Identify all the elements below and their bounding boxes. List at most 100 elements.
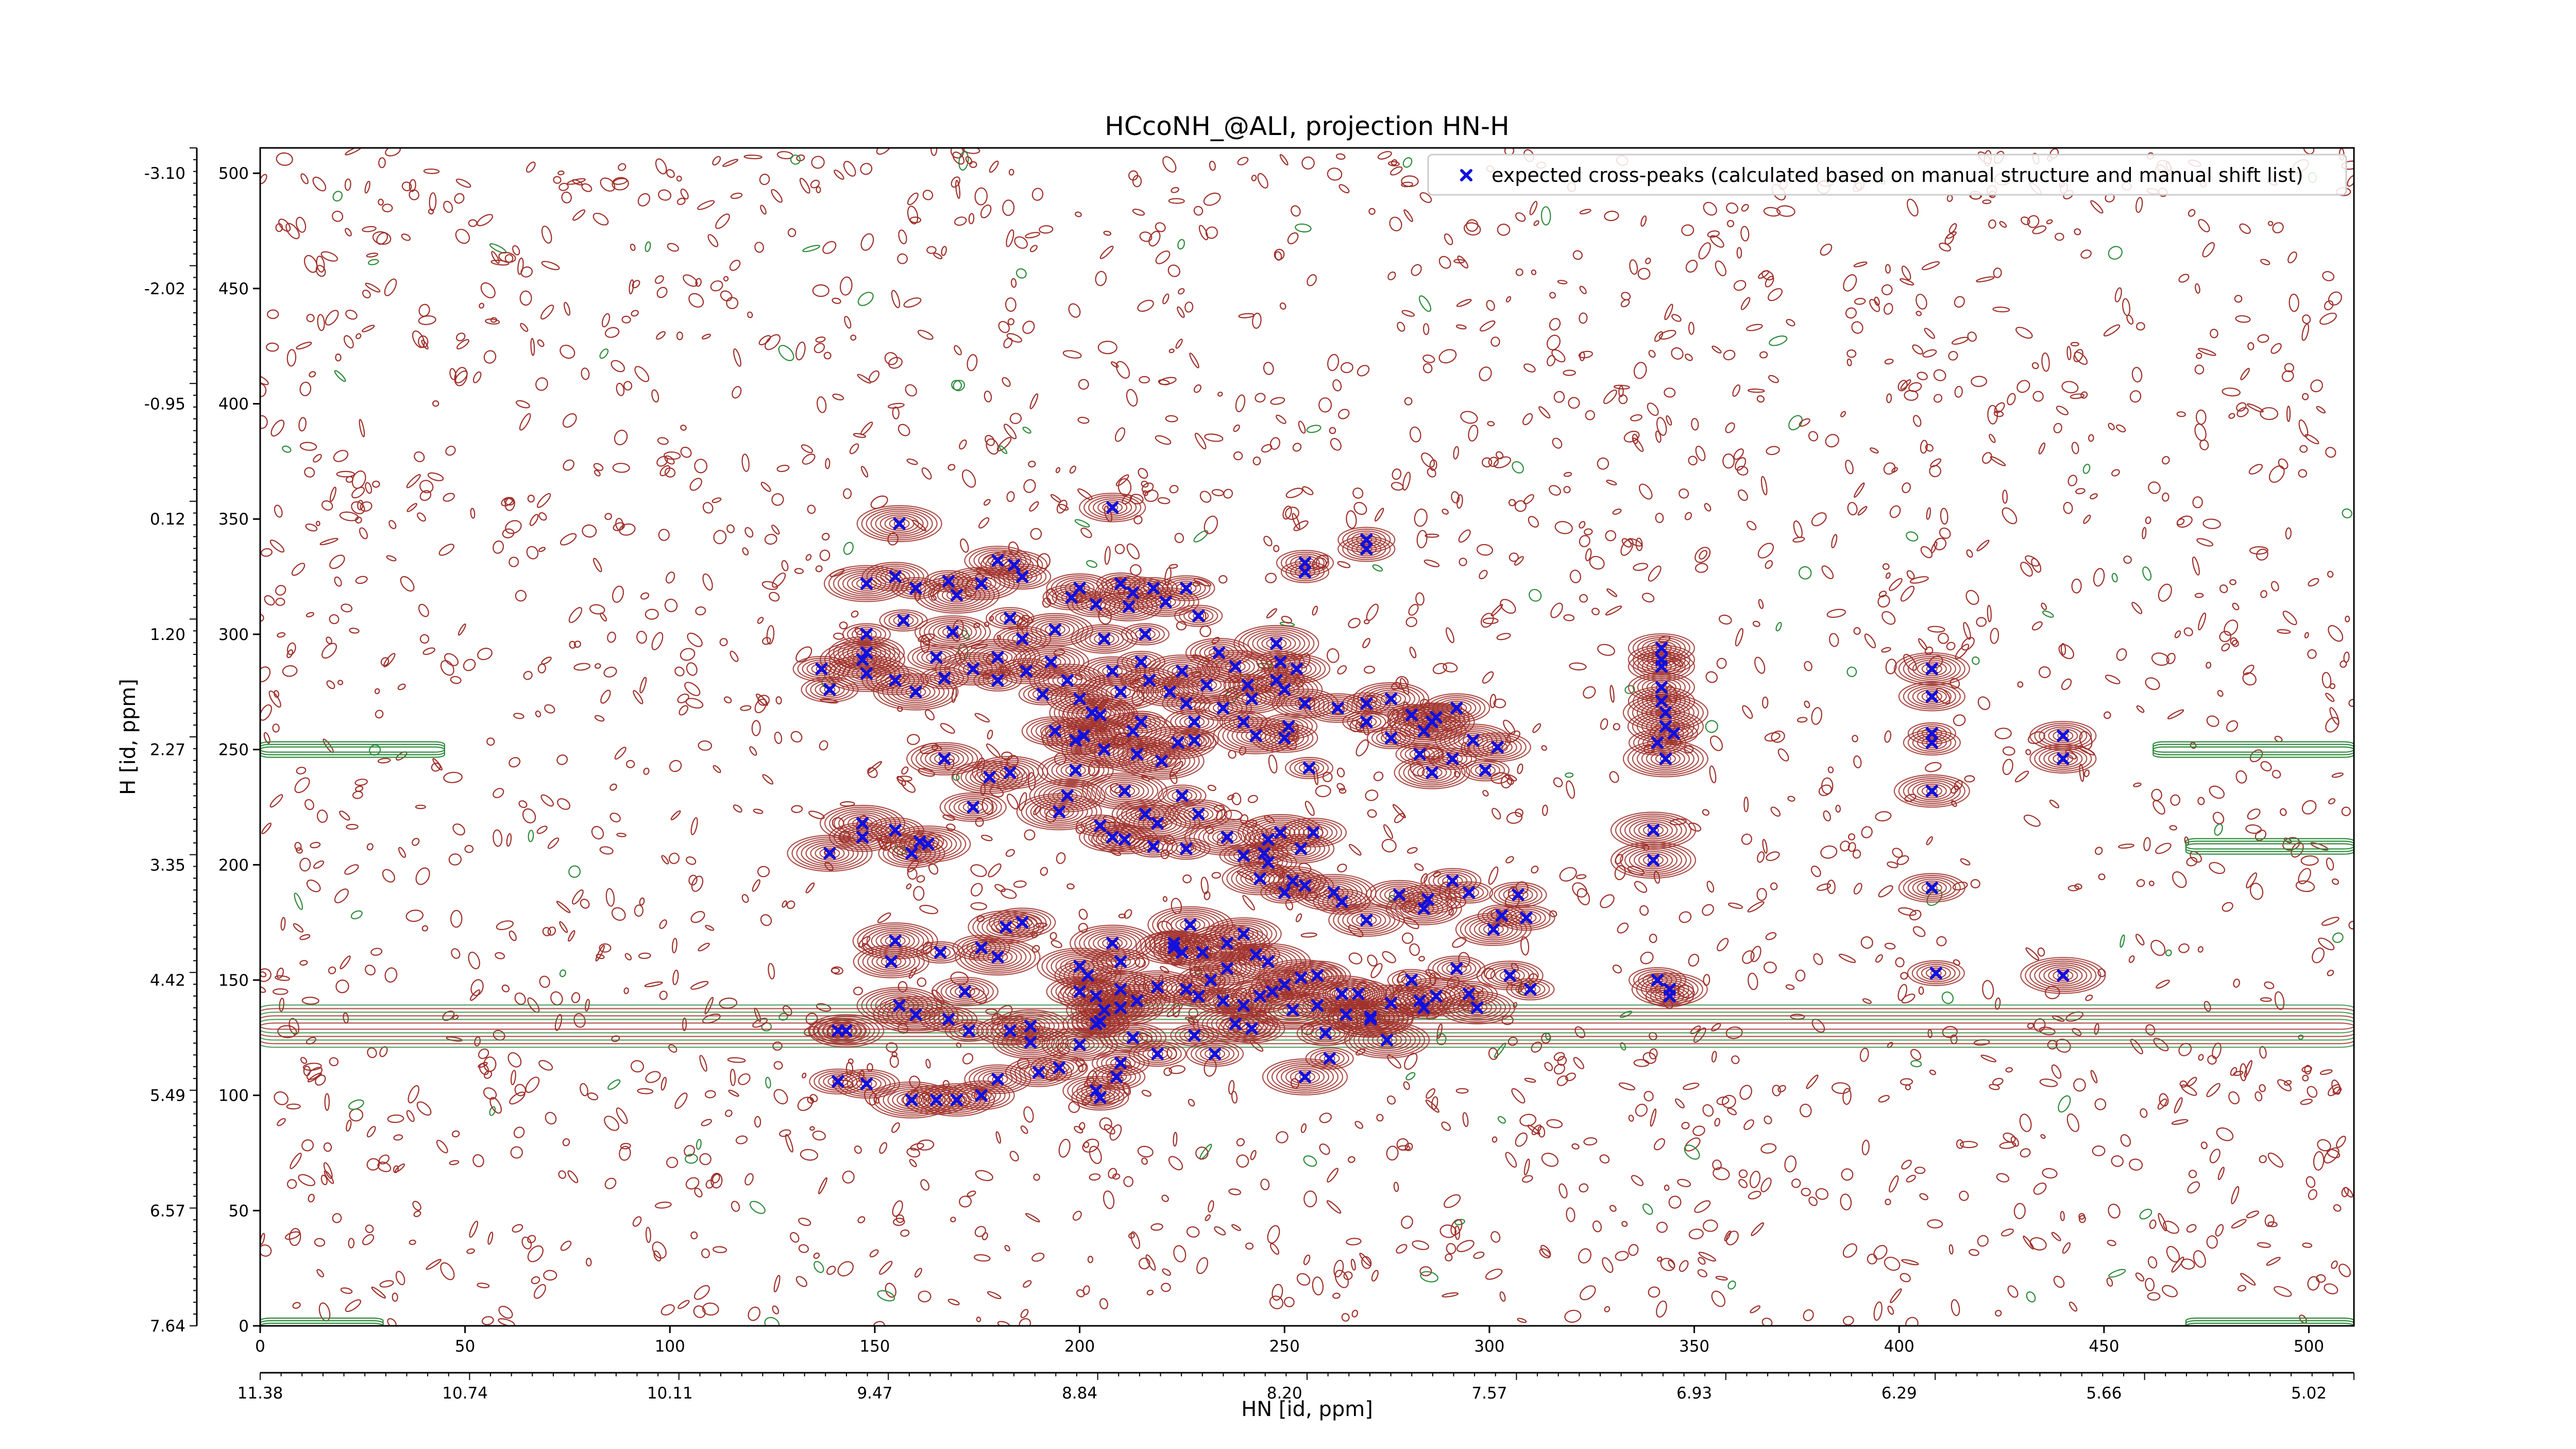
peak-contour [1917, 661, 1947, 677]
peak-contour [887, 679, 945, 705]
peak-contour [978, 648, 1018, 667]
noise-contour [1326, 1200, 1342, 1214]
noise-contour [376, 232, 388, 245]
peak-contour [1042, 755, 1109, 785]
noise-contour [907, 734, 920, 745]
peak-contour [1641, 747, 1690, 770]
noise-contour [406, 474, 421, 488]
noise-contour [1762, 838, 1768, 854]
noise-contour [2240, 367, 2250, 380]
peak-marker [1929, 967, 1942, 980]
peak-contour [824, 686, 836, 694]
y-tick-label: 400 [218, 395, 249, 414]
noise-contour [520, 323, 529, 332]
noise-contour [326, 680, 335, 689]
noise-contour [1951, 336, 1969, 345]
noise-contour [1645, 258, 1651, 264]
peak-contour [973, 946, 1022, 968]
peak-contour [1336, 898, 1348, 906]
noise-contour [1529, 588, 1542, 602]
peak-contour [1211, 655, 1260, 678]
peak-contour [1907, 877, 1956, 899]
noise-contour [612, 585, 624, 603]
noise-contour [1306, 425, 1321, 433]
noise-contour [1089, 1173, 1101, 1181]
peak-marker [1073, 960, 1086, 973]
peak-contour [951, 761, 1028, 794]
noise-contour [354, 779, 368, 786]
noise-contour [1193, 384, 1201, 393]
noise-contour [1840, 411, 1846, 417]
peak-contour [1921, 785, 1942, 797]
peak-contour [1079, 928, 1146, 958]
peak-contour [964, 1064, 1031, 1094]
noise-contour [1514, 500, 1527, 512]
noise-contour [1853, 755, 1862, 769]
noise-contour [1916, 294, 1927, 310]
peak-contour [982, 1072, 1013, 1087]
noise-contour [1341, 1313, 1350, 1322]
peak-marker [991, 651, 1004, 664]
noise-contour [906, 1148, 921, 1158]
noise-contour [1089, 1145, 1102, 1164]
noise-contour [550, 991, 563, 1006]
peak-contour [1912, 782, 1952, 800]
peak-marker [1450, 702, 1463, 715]
noise-contour [378, 157, 386, 169]
peak-contour [958, 800, 988, 815]
peak-contour [1079, 656, 1146, 686]
noise-contour [1885, 572, 1891, 579]
noise-contour [1889, 578, 1903, 592]
noise-contour [260, 986, 266, 993]
noise-contour [825, 458, 831, 469]
peak-contour [1092, 949, 1150, 975]
noise-contour [612, 177, 629, 191]
noise-contour [324, 1170, 334, 1184]
noise-contour [1099, 1298, 1109, 1309]
noise-contour [306, 314, 315, 323]
noise-contour [538, 1060, 553, 1071]
x-tick-label: 250 [1269, 1337, 1300, 1356]
peak-contour [925, 749, 964, 768]
noise-contour [2302, 1242, 2313, 1248]
noise-contour [1553, 1064, 1565, 1075]
noise-contour [954, 345, 962, 356]
noise-contour [1529, 200, 1538, 215]
noise-contour [834, 170, 844, 180]
noise-contour [455, 228, 470, 244]
peak-contour [2029, 961, 2097, 990]
noise-contour [2083, 769, 2090, 778]
peak-contour [1147, 818, 1168, 829]
noise-contour [2019, 1114, 2032, 1132]
noise-contour [2114, 287, 2122, 302]
peak-contour [1912, 879, 1952, 897]
noise-contour [1925, 444, 1934, 452]
noise-contour [339, 511, 359, 521]
noise-contour [1037, 553, 1050, 569]
noise-contour [1712, 1159, 1722, 1170]
peak-contour [1361, 536, 1372, 544]
noise-contour [374, 688, 380, 695]
peak-contour [1098, 635, 1110, 643]
noise-contour [2348, 699, 2354, 707]
noise-contour [832, 297, 841, 304]
peak-marker [1004, 612, 1016, 625]
peak-contour [1071, 702, 1129, 728]
noise-contour [843, 161, 856, 177]
noise-contour [631, 310, 639, 317]
peak-contour [1294, 557, 1316, 568]
noise-contour [329, 554, 345, 569]
peak-contour [948, 796, 997, 818]
noise-contour [900, 1229, 910, 1237]
peak-contour [1012, 571, 1033, 582]
noise-contour [1030, 528, 1042, 540]
noise-contour [879, 1142, 888, 1154]
peak-contour [1175, 1026, 1214, 1045]
noise-contour [2007, 1285, 2019, 1298]
noise-contour [869, 370, 880, 383]
noise-contour [819, 740, 828, 751]
noise-contour [313, 453, 322, 463]
peak-marker [1655, 695, 1668, 707]
noise-contour [1371, 1270, 1379, 1282]
peak-marker [1417, 1001, 1430, 1014]
